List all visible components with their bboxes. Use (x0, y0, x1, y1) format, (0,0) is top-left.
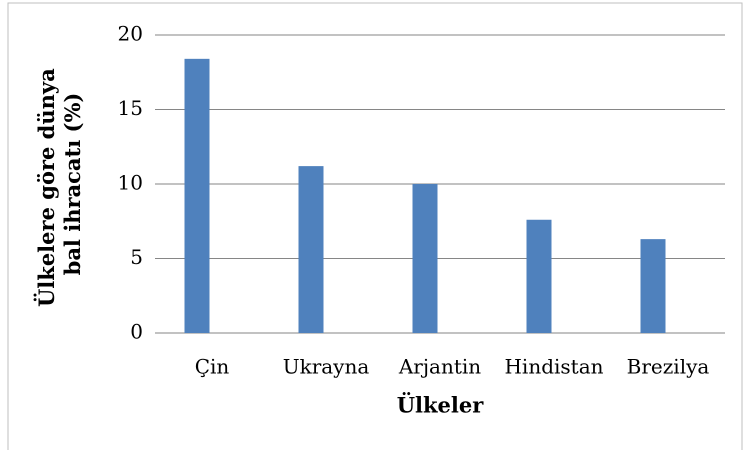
y-tick-label: 0 (130, 320, 143, 344)
y-tick-label: 10 (118, 171, 143, 195)
y-tick-label: 15 (118, 96, 143, 120)
x-axis-title: Ülkeler (397, 393, 485, 418)
y-axis-title-line: bal ihracatı (%) (60, 93, 85, 276)
bar (298, 166, 324, 333)
bar (640, 239, 666, 333)
y-tick-label: 20 (118, 22, 143, 46)
y-axis-title: Ülkelere göre dünya bal ihracatı (%) (34, 61, 85, 307)
bar (526, 219, 552, 333)
x-tick-label: Brezilya (627, 355, 710, 379)
x-tick-label: Ukrayna (283, 355, 370, 379)
bar (412, 184, 438, 333)
x-tick-label: Çin (195, 355, 230, 379)
y-axis-title-line: Ülkelere göre dünya (34, 68, 59, 307)
x-tick-label: Arjantin (398, 355, 481, 379)
x-tick-label: Hindistan (504, 355, 603, 379)
chart-border (7, 2, 743, 450)
bar (184, 58, 210, 334)
y-tick-label: 5 (130, 245, 143, 269)
